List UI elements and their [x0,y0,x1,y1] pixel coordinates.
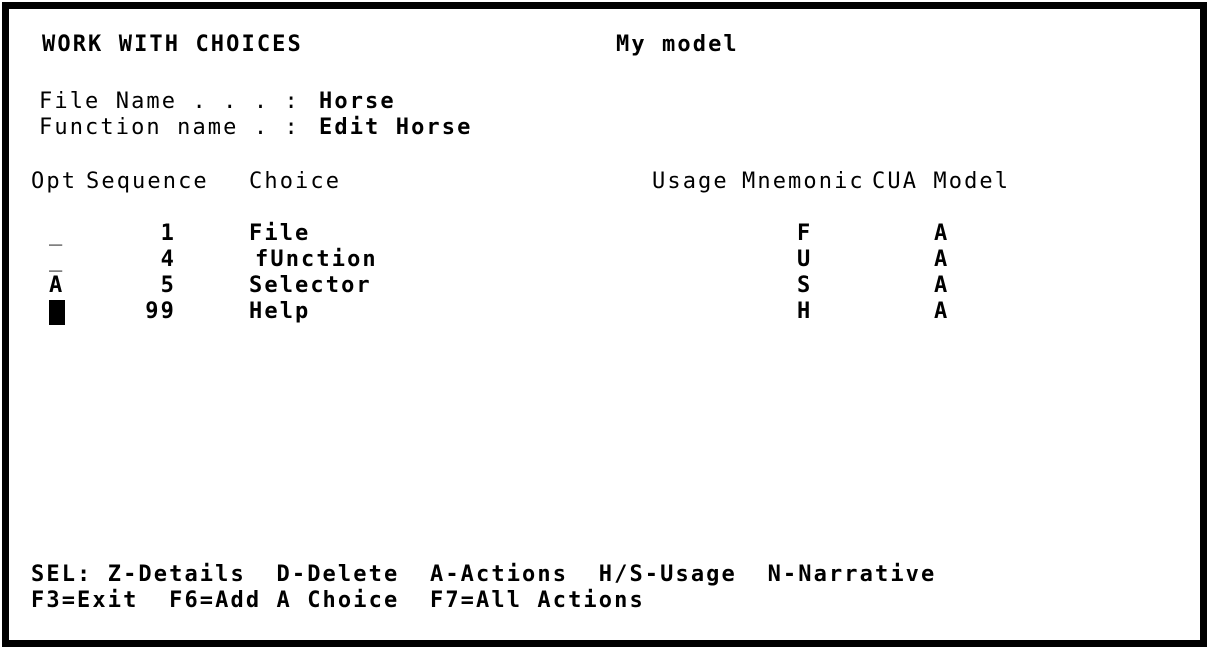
choice-cell: File [249,221,311,246]
header-usage: Usage [652,169,729,194]
sequence-cell: 1 [160,221,176,246]
opt-input[interactable]: A [49,273,65,298]
opt-input[interactable]: _ [49,221,65,246]
mnemonic-cell: S [797,273,813,298]
choice-cell: Selector [249,273,372,298]
opt-input[interactable]: _ [49,247,65,272]
function-keys-line: F3=Exit F6=Add A Choice F7=All Actions [31,588,645,613]
model-name: My model [616,32,739,57]
mnemonic-cell: F [797,221,813,246]
work-with-choices-screen: WORK WITH CHOICES My model File Name . .… [9,9,1200,640]
header-cua-model: CUA Model [872,169,1011,194]
mnemonic-cell: U [797,247,813,272]
header-opt: Opt [31,169,78,194]
choice-cell: fUnction [255,247,378,272]
header-choice: Choice [249,169,342,194]
file-name-label: File Name . . . : [39,89,300,114]
page-title: WORK WITH CHOICES [42,32,303,57]
sequence-cell: 99 [145,299,176,324]
header-mnemonic: Mnemonic [742,169,865,194]
function-name-label: Function name . : [39,115,300,140]
cua-model-cell: A [934,273,950,298]
file-name-value: Horse [319,89,396,114]
cursor-block [49,300,65,325]
mnemonic-cell: H [797,299,813,324]
sequence-cell: 5 [160,273,176,298]
header-sequence: Sequence [86,169,209,194]
cua-model-cell: A [934,299,950,324]
sequence-cell: 4 [160,247,176,272]
cua-model-cell: A [934,247,950,272]
sel-options-line: SEL: Z-Details D-Delete A-Actions H/S-Us… [31,562,937,587]
choice-cell: Help [249,299,311,324]
cua-model-cell: A [934,221,950,246]
function-name-value: Edit Horse [319,115,473,140]
